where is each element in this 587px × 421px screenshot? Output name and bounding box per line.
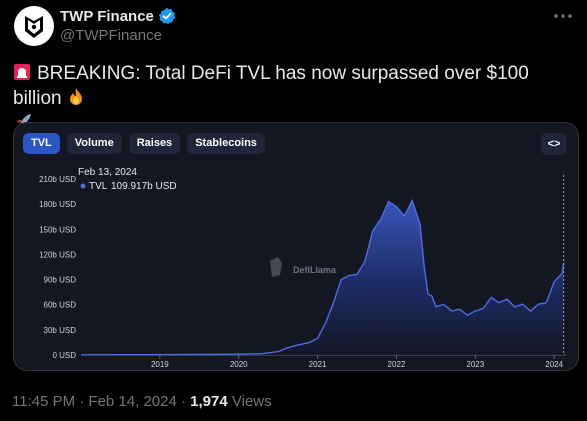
defillama-watermark: DefiLlama xyxy=(270,257,337,277)
expand-embed-button[interactable]: <> xyxy=(541,133,567,155)
tvl-area-fill xyxy=(81,200,564,355)
y-tick-label: 30b USD xyxy=(44,326,77,335)
avatar[interactable] xyxy=(14,6,54,46)
y-tick-label: 150b USD xyxy=(39,225,76,234)
meta-separator: · xyxy=(176,393,191,410)
x-tick-label: 2021 xyxy=(309,360,327,369)
y-tick-label: 60b USD xyxy=(44,301,77,310)
more-options-icon[interactable] xyxy=(551,6,575,26)
twp-logo-icon xyxy=(25,16,43,38)
tab-volume[interactable]: Volume xyxy=(66,133,122,154)
tooltip-date: Feb 13, 2024 xyxy=(78,167,137,178)
tweet-text-line1: BREAKING: Total DeFi TVL has now surpass… xyxy=(13,63,529,109)
tooltip-series-label: TVL xyxy=(89,181,108,192)
timestamp[interactable]: 11:45 PM · Feb 14, 2024 xyxy=(12,393,177,410)
tweet-meta: 11:45 PM · Feb 14, 2024 · 1,974 Views xyxy=(12,393,272,410)
views-count: 1,974 xyxy=(190,393,228,410)
x-tick-label: 2022 xyxy=(388,360,406,369)
y-tick-label: 180b USD xyxy=(39,200,76,209)
tab-raises[interactable]: Raises xyxy=(128,133,181,154)
x-tick-label: 2024 xyxy=(545,360,563,369)
y-tick-label: 0 USD xyxy=(52,351,76,360)
y-tick-label: 210b USD xyxy=(39,175,76,184)
x-tick-label: 2019 xyxy=(151,360,169,369)
chart-card[interactable]: 0 USD 30b USD 60b USD 90b USD 120b USD 150b U… xyxy=(13,122,579,371)
siren-emoji-icon xyxy=(14,64,30,80)
tooltip-series-dot xyxy=(80,183,86,189)
y-tick-label: 120b USD xyxy=(39,250,76,259)
author-handle[interactable]: @TWPFinance xyxy=(60,27,162,44)
fire-emoji-icon xyxy=(69,88,82,105)
chart-tabs: TVL Volume Raises Stablecoins xyxy=(23,133,265,154)
tab-stablecoins[interactable]: Stablecoins xyxy=(187,133,265,154)
x-tick-label: 2023 xyxy=(466,360,484,369)
x-tick-label: 2020 xyxy=(230,360,248,369)
tvl-series-line xyxy=(80,198,565,356)
tvl-chart[interactable]: 0 USD 30b USD 60b USD 90b USD 120b USD 150b U… xyxy=(14,123,578,370)
author-name[interactable]: TWP Finance xyxy=(60,7,154,25)
tab-tvl[interactable]: TVL xyxy=(23,133,60,154)
verified-badge-icon xyxy=(158,7,176,25)
tooltip: Feb 13, 2024 TVL 109.917b USD xyxy=(78,167,177,192)
tooltip-series-value: 109.917b USD xyxy=(111,181,177,192)
y-tick-label: 90b USD xyxy=(44,276,77,285)
views-label: Views xyxy=(227,393,272,410)
watermark-text: DefiLlama xyxy=(293,265,337,275)
